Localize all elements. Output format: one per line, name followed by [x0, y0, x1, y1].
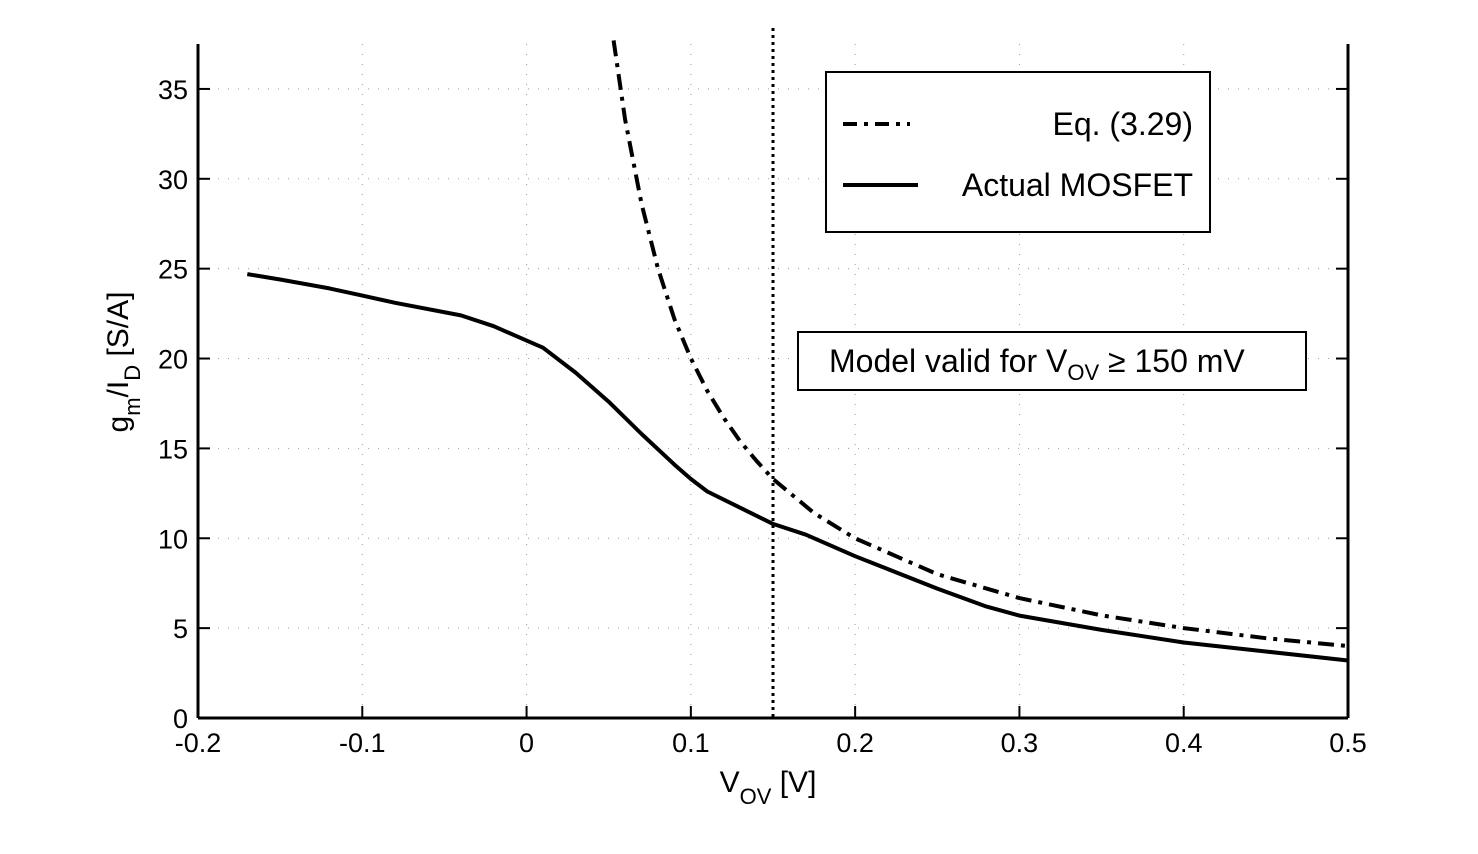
annotation-text-tail: ≥ 150 mV [1099, 343, 1245, 379]
annotation: Model valid for VOV ≥ 150 mV [797, 331, 1307, 391]
series-group [246, 40, 1349, 663]
x-tick-label: -0.2 [175, 728, 222, 758]
plot-frame [196, 44, 1350, 720]
x-tick-label: 0.1 [672, 728, 710, 758]
y-axis-label-slash-i: /I [102, 381, 135, 398]
y-axis-label-g: g [102, 416, 135, 433]
y-tick-label: 5 [173, 614, 188, 644]
y-axis-label-i-sub: D [120, 365, 145, 381]
annotation-text-main: Model valid for V [829, 343, 1068, 379]
legend-box [825, 71, 1211, 233]
x-axis-label-main: V [720, 766, 740, 799]
legend-label-eq: Eq. (3.29) [1052, 106, 1193, 142]
ticks-group: -0.2 -0.1 0 0.1 0.2 0.3 0.4 0.5 0 5 10 15 20 25 30 35 [158, 75, 1367, 758]
y-axis-label: gm/ID [S/A] [102, 292, 145, 433]
legend: Eq. (3.29) Actual MOSFET [825, 71, 1211, 233]
legend-label-mosfet: Actual MOSFET [962, 167, 1193, 203]
x-tick-label: 0 [519, 728, 534, 758]
y-axis-label-unit: [S/A] [102, 292, 135, 365]
x-tick-label: 0.5 [1329, 728, 1367, 758]
x-tick-label: 0.4 [1165, 728, 1203, 758]
annotation-text-sub: OV [1067, 360, 1099, 385]
y-tick-label: 35 [158, 75, 188, 105]
y-tick-label: 30 [158, 165, 188, 195]
x-tick-label: 0.3 [1001, 728, 1039, 758]
series-line-mosfet [246, 272, 1349, 663]
series-line-eq [611, 40, 1349, 649]
annotation-text: Model valid for VOV ≥ 150 mV [829, 343, 1245, 385]
y-tick-label: 0 [173, 704, 188, 734]
x-tick-label: -0.1 [339, 728, 386, 758]
x-axis-label-unit: [V] [771, 766, 816, 799]
x-axis-label-sub: OV [740, 784, 772, 809]
y-tick-label: 10 [158, 524, 188, 554]
x-axis-label: VOV [V] [720, 766, 817, 809]
y-tick-label: 15 [158, 434, 188, 464]
x-tick-label: 0.2 [836, 728, 874, 758]
y-axis-label-g-sub: m [120, 397, 145, 415]
y-tick-label: 20 [158, 345, 188, 375]
y-tick-label: 25 [158, 255, 188, 285]
annotation-box [797, 331, 1307, 391]
